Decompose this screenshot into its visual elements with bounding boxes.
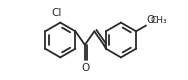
Text: Cl: Cl: [52, 8, 62, 18]
Text: O: O: [147, 15, 155, 25]
Text: O: O: [81, 63, 89, 73]
Text: CH₃: CH₃: [151, 16, 167, 25]
